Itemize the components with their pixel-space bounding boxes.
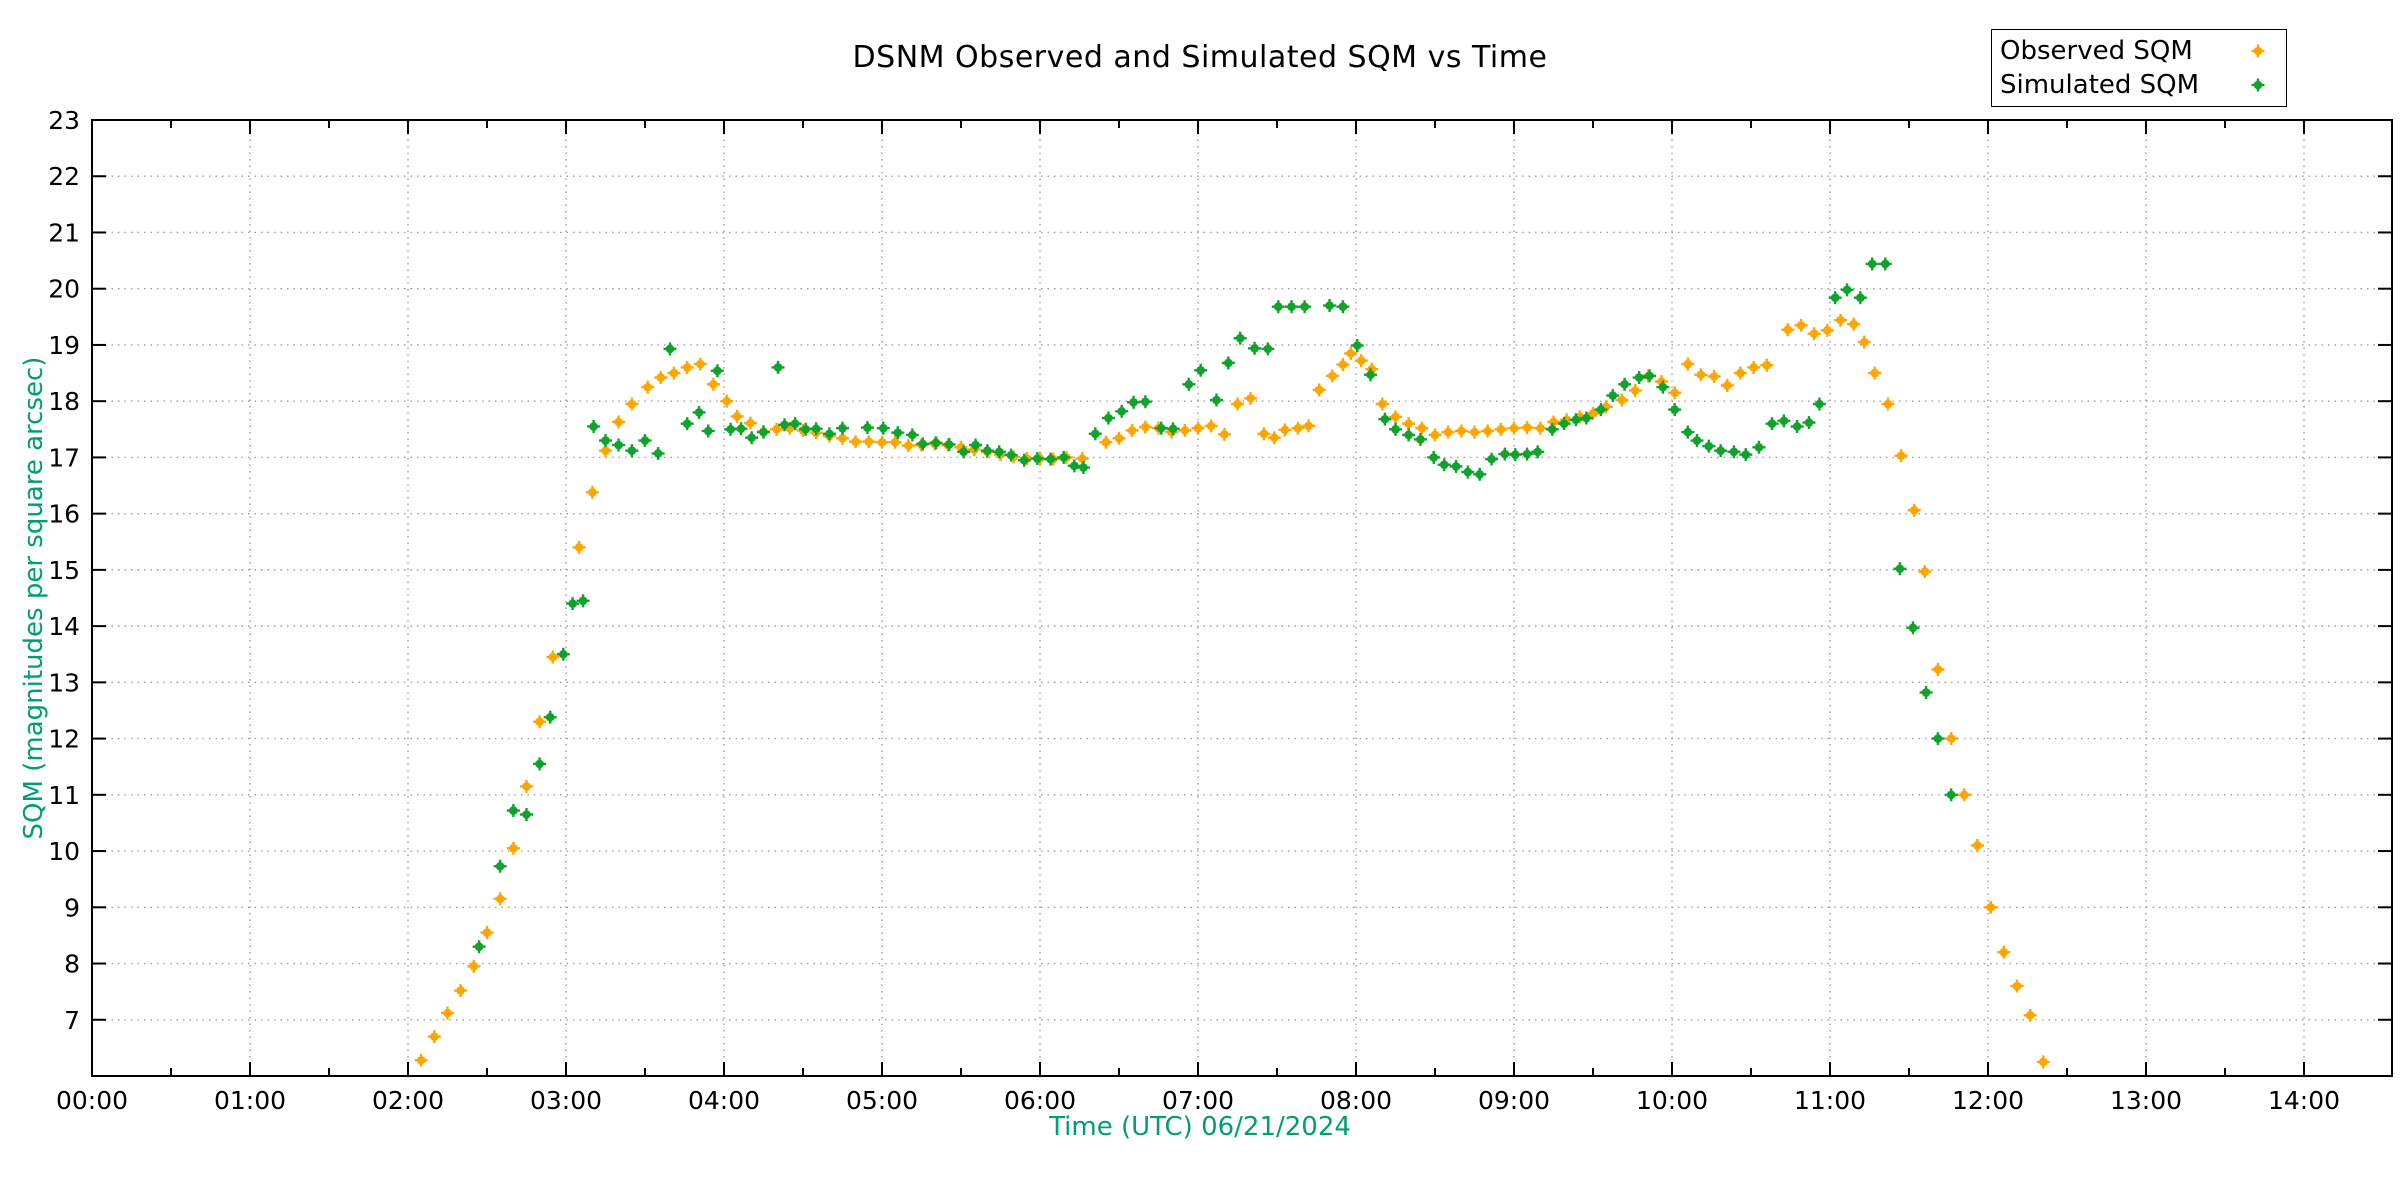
x-axis-label: Time (UTC) 06/21/2024 bbox=[1049, 1112, 1351, 1142]
svg-text:13: 13 bbox=[48, 668, 80, 697]
svg-text:8: 8 bbox=[64, 950, 80, 979]
svg-text:21: 21 bbox=[48, 218, 80, 247]
x-tick-labels: 00:00 01:00 02:00 03:00 04:00 05:00 06:00 07:00… bbox=[56, 1086, 2340, 1115]
svg-text:9: 9 bbox=[64, 893, 80, 922]
svg-text:04:00: 04:00 bbox=[688, 1086, 760, 1115]
svg-text:17: 17 bbox=[48, 443, 80, 472]
svg-text:7: 7 bbox=[64, 1006, 80, 1035]
svg-text:12: 12 bbox=[48, 725, 80, 754]
gridlines bbox=[92, 120, 2392, 1076]
observed-marker-icon bbox=[2251, 44, 2265, 58]
y-axis-label: SQM (magnitudes per square arcsec) bbox=[19, 356, 49, 840]
svg-text:02:00: 02:00 bbox=[372, 1086, 444, 1115]
svg-text:11:00: 11:00 bbox=[1794, 1086, 1866, 1115]
svg-text:14:00: 14:00 bbox=[2268, 1086, 2340, 1115]
svg-text:03:00: 03:00 bbox=[530, 1086, 602, 1115]
legend-item-simulated: Simulated SQM bbox=[2000, 68, 2280, 102]
svg-text:05:00: 05:00 bbox=[846, 1086, 918, 1115]
y-tick-labels: 7 8 9 10 11 12 13 14 15 16 17 18 19 20 21 22 23 bbox=[48, 106, 80, 1035]
svg-text:09:00: 09:00 bbox=[1478, 1086, 1550, 1115]
svg-text:16: 16 bbox=[48, 500, 80, 529]
svg-text:15: 15 bbox=[48, 556, 80, 585]
svg-text:08:00: 08:00 bbox=[1320, 1086, 1392, 1115]
svg-text:10: 10 bbox=[48, 837, 80, 866]
svg-text:20: 20 bbox=[48, 275, 80, 304]
series-points-simulated-sqm bbox=[472, 257, 1958, 954]
svg-text:14: 14 bbox=[48, 612, 80, 641]
simulated-marker-icon bbox=[2251, 78, 2265, 92]
legend-item-observed: Observed SQM bbox=[2000, 34, 2280, 68]
svg-text:22: 22 bbox=[48, 162, 80, 191]
svg-text:01:00: 01:00 bbox=[214, 1086, 286, 1115]
svg-text:07:00: 07:00 bbox=[1162, 1086, 1234, 1115]
svg-text:13:00: 13:00 bbox=[2110, 1086, 2182, 1115]
axis-ticks bbox=[91, 119, 2392, 1076]
svg-text:06:00: 06:00 bbox=[1004, 1086, 1076, 1115]
svg-text:00:00: 00:00 bbox=[56, 1086, 128, 1115]
chart-title: DSNM Observed and Simulated SQM vs Time bbox=[852, 40, 1548, 75]
plot-border bbox=[91, 119, 2393, 1077]
series-points-observed-sqm bbox=[414, 313, 2050, 1069]
svg-text:18: 18 bbox=[48, 387, 80, 416]
legend-box: Observed SQM Simulated SQM bbox=[1991, 29, 2287, 107]
svg-text:12:00: 12:00 bbox=[1952, 1086, 2024, 1115]
svg-text:23: 23 bbox=[48, 106, 80, 135]
svg-text:11: 11 bbox=[48, 781, 80, 810]
legend-label-observed: Observed SQM bbox=[2000, 36, 2193, 66]
svg-text:19: 19 bbox=[48, 331, 80, 360]
legend-label-simulated: Simulated SQM bbox=[2000, 70, 2200, 100]
svg-text:10:00: 10:00 bbox=[1636, 1086, 1708, 1115]
